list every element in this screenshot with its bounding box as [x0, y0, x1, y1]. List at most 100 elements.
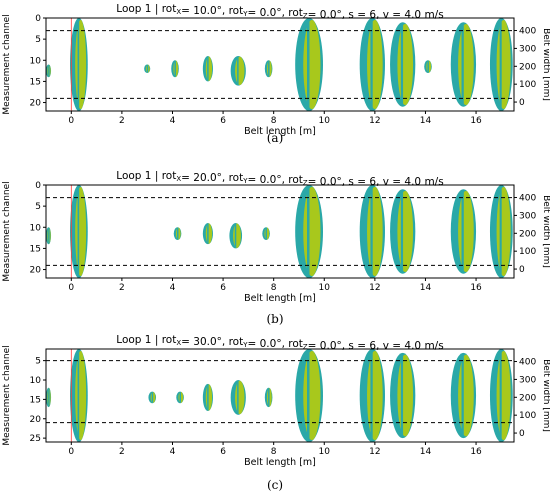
x-tick-label: 4	[170, 283, 176, 293]
x-tick-label: 12	[369, 116, 380, 126]
cluster	[262, 227, 270, 240]
cluster	[489, 185, 513, 278]
x-tick-label: 8	[271, 116, 277, 126]
y-tick-label: 5	[35, 202, 41, 212]
plot-frame	[45, 17, 515, 112]
x-axis-label: Belt length [m]	[244, 293, 316, 304]
x-tick-label: 16	[470, 283, 482, 293]
y-tick-label: 15	[30, 395, 41, 405]
cluster	[70, 185, 88, 278]
cluster	[450, 189, 477, 274]
cluster	[171, 60, 179, 78]
y-tick-label: 15	[30, 244, 41, 254]
cluster	[264, 387, 273, 408]
panel-0: Loop 1 | rotX= 10.0°, rotY= 0.0°, rotZ= …	[2, 3, 550, 145]
y-axis-label: Measurement channel	[2, 14, 12, 114]
x-tick-label: 0	[68, 283, 74, 293]
y-axis-label: Measurement channel	[2, 345, 12, 445]
cluster	[295, 18, 324, 111]
y2-tick-label: 100	[519, 80, 536, 90]
panel-caption: (a)	[267, 131, 284, 145]
x-tick-label: 12	[369, 447, 380, 457]
x-tick-label: 4	[170, 116, 176, 126]
x-tick-label: 6	[220, 116, 226, 126]
y-tick-label: 5	[35, 35, 41, 45]
x-axis-label: Belt length [m]	[244, 457, 316, 468]
cluster	[424, 60, 432, 73]
x-tick-label: 16	[470, 116, 482, 126]
x-axis-label: Belt length [m]	[244, 126, 316, 137]
panel-1: Loop 1 | rotX= 20.0°, rotY= 0.0°, rotZ= …	[2, 170, 550, 326]
cluster	[70, 18, 88, 111]
y2-tick-label: 0	[519, 98, 525, 108]
x-tick-label: 14	[420, 116, 432, 126]
y2-tick-label: 100	[519, 411, 536, 421]
x-tick-label: 2	[119, 116, 125, 126]
cluster	[359, 18, 385, 111]
x-tick-label: 8	[271, 283, 277, 293]
y2-tick-label: 200	[519, 229, 536, 239]
cluster	[173, 227, 182, 240]
cluster	[390, 352, 416, 439]
plot-frame	[45, 184, 515, 279]
cluster	[359, 185, 385, 278]
y2-tick-label: 0	[519, 265, 525, 275]
y-axis-label: Measurement channel	[2, 181, 12, 281]
y-tick-label: 10	[30, 56, 42, 66]
y2-tick-label: 400	[519, 358, 536, 368]
y-tick-label: 0	[35, 14, 41, 24]
cluster	[390, 22, 416, 107]
x-tick-label: 2	[119, 447, 125, 457]
cluster	[46, 227, 52, 245]
x-tick-label: 14	[420, 447, 432, 457]
y2-axis-label: Belt width [mm]	[541, 28, 550, 101]
cluster	[202, 383, 213, 411]
y-tick-label: 15	[30, 77, 41, 87]
panel-2: Loop 1 | rotX= 30.0°, rotY= 0.0°, rotZ= …	[2, 334, 550, 492]
cluster	[489, 18, 513, 111]
cluster	[176, 391, 184, 404]
x-tick-label: 10	[319, 447, 331, 457]
y2-tick-label: 100	[519, 247, 536, 257]
plot-frame	[45, 348, 515, 443]
x-tick-label: 0	[68, 116, 74, 126]
cluster	[46, 64, 52, 78]
y2-tick-label: 300	[519, 211, 536, 221]
y-tick-label: 20	[30, 415, 42, 425]
x-tick-label: 2	[119, 283, 125, 293]
y2-tick-label: 200	[519, 62, 536, 72]
y2-tick-label: 400	[519, 194, 536, 204]
x-tick-label: 8	[271, 447, 277, 457]
y-tick-label: 20	[30, 99, 42, 109]
x-tick-label: 10	[319, 116, 331, 126]
y2-tick-label: 200	[519, 393, 536, 403]
cluster	[229, 223, 243, 249]
x-tick-label: 4	[170, 447, 176, 457]
x-tick-label: 6	[220, 283, 226, 293]
panel-caption: (b)	[266, 312, 283, 326]
y2-tick-label: 300	[519, 375, 536, 385]
x-tick-label: 10	[319, 283, 331, 293]
x-tick-label: 14	[420, 283, 432, 293]
cluster	[489, 349, 513, 442]
y2-axis-label: Belt width [mm]	[541, 195, 550, 268]
cluster	[202, 223, 213, 245]
x-tick-label: 6	[220, 447, 226, 457]
y2-tick-label: 300	[519, 44, 536, 54]
x-tick-label: 16	[470, 447, 482, 457]
cluster	[450, 22, 477, 107]
y-tick-label: 0	[35, 181, 41, 191]
panel-caption: (c)	[267, 478, 283, 492]
cluster	[144, 64, 151, 73]
cluster	[148, 391, 157, 404]
y-tick-label: 5	[35, 357, 41, 367]
cluster	[295, 185, 324, 278]
x-tick-label: 0	[68, 447, 74, 457]
cluster	[264, 60, 273, 78]
y-tick-label: 25	[30, 434, 41, 444]
cluster	[230, 380, 246, 415]
cluster	[230, 56, 246, 86]
cluster	[390, 189, 416, 274]
panel-title: Loop 1 | rotX= 10.0°, rotY= 0.0°, rotZ= …	[116, 3, 443, 21]
